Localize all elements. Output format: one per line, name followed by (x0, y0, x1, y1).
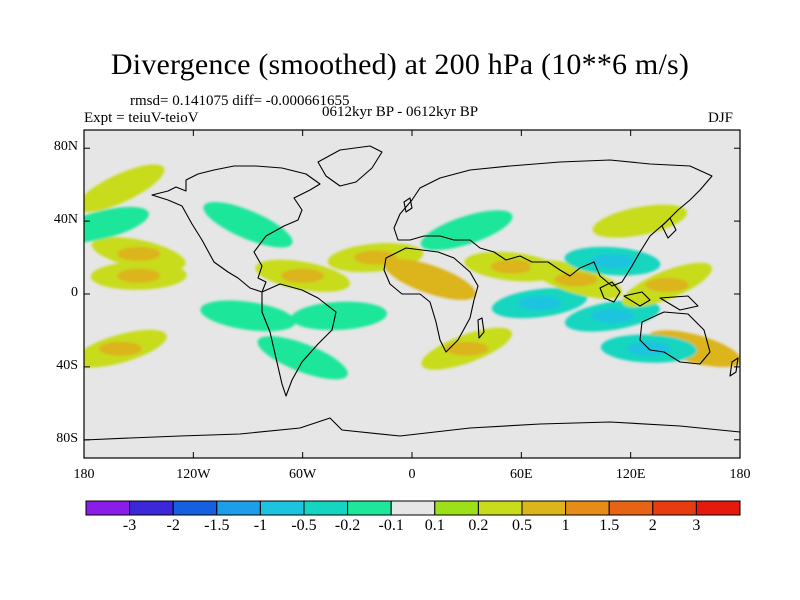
colorbar-label: 0.2 (468, 517, 489, 534)
colorbar-swatch (347, 500, 392, 516)
colorbar-label: -1 (253, 517, 268, 534)
experiment-label: Expt = teiuV-teioV (84, 110, 199, 126)
period-label: 0612kyr BP - 0612kyr BP (322, 104, 479, 120)
stats-text: rmsd= 0.141075 diff= -0.000661655 (130, 93, 350, 109)
lon-tick-label: 180 (73, 467, 95, 482)
colorbar-label: -0.5 (291, 517, 317, 534)
divergence-cell (84, 164, 165, 213)
colorbar-swatch (477, 500, 523, 516)
divergence-core (98, 341, 143, 356)
divergence-core (117, 268, 161, 283)
lon-tick-label: 120W (176, 467, 211, 482)
colorbar (85, 500, 741, 516)
colorbar-label: -1.5 (204, 517, 230, 534)
colorbar-swatch (216, 500, 261, 516)
lat-tick-label: 80S (56, 430, 78, 446)
colorbar-label: -3 (122, 517, 137, 534)
divergence-core (590, 308, 635, 323)
divergence-field (84, 164, 740, 380)
colorbar-swatch (565, 500, 610, 516)
colorbar-label: -2 (166, 517, 180, 534)
axis-ticks (83, 130, 741, 458)
divergence-cell (592, 204, 687, 238)
lat-tick-label: 40N (53, 212, 78, 228)
colorbar-swatch (652, 500, 697, 516)
colorbar-label: -0.2 (334, 517, 361, 534)
divergence-cell (291, 301, 388, 331)
colorbar-label: 0.1 (424, 517, 445, 534)
lon-tick-label: 180 (729, 467, 751, 482)
divergence-core (517, 296, 562, 311)
colorbar-label: -0.1 (378, 517, 404, 534)
divergence-core (445, 341, 489, 356)
colorbar-label: 3 (692, 517, 701, 534)
colorbar-swatch (695, 500, 741, 516)
lat-tick-label: 0 (71, 285, 78, 300)
colorbar-swatch (172, 500, 218, 516)
divergence-cell (200, 300, 296, 332)
lon-tick-label: 60E (510, 467, 533, 482)
colorbar-swatch (303, 500, 349, 516)
colorbar-swatch (521, 500, 567, 516)
divergence-core (590, 254, 635, 269)
divergence-core (353, 250, 398, 265)
divergence-core (281, 268, 325, 283)
lat-tick-label: 40S (56, 357, 78, 373)
divergence-core (408, 272, 452, 287)
colorbar-label: 2 (648, 517, 657, 534)
lat-tick-label: 80N (53, 139, 78, 155)
plot-title: Divergence (smoothed) at 200 hPa (10**6 … (110, 48, 690, 81)
divergence-core (554, 272, 598, 287)
divergence-cell (84, 206, 149, 243)
lon-tick-label: 120E (615, 467, 646, 482)
divergence-core (117, 246, 161, 261)
colorbar-swatch (85, 500, 131, 516)
season-label: DJF (708, 110, 734, 126)
lon-tick-label: 0 (408, 467, 416, 482)
divergence-core (645, 277, 689, 292)
colorbar-label: 0.5 (512, 517, 532, 534)
colorbar-swatch (390, 500, 436, 516)
lon-tick-label: 60W (289, 467, 317, 482)
divergence-cell (257, 336, 348, 380)
colorbar-swatch (259, 500, 305, 516)
colorbar-swatch (129, 500, 174, 516)
colorbar-swatch (608, 500, 654, 516)
colorbar-label: 1.5 (599, 517, 620, 534)
divergence-cell (420, 210, 513, 251)
divergence-cell (203, 201, 293, 248)
colorbar-label: 1 (561, 517, 570, 534)
coastlines (84, 145, 740, 441)
divergence-core (490, 259, 534, 274)
colorbar-swatch (434, 500, 479, 516)
